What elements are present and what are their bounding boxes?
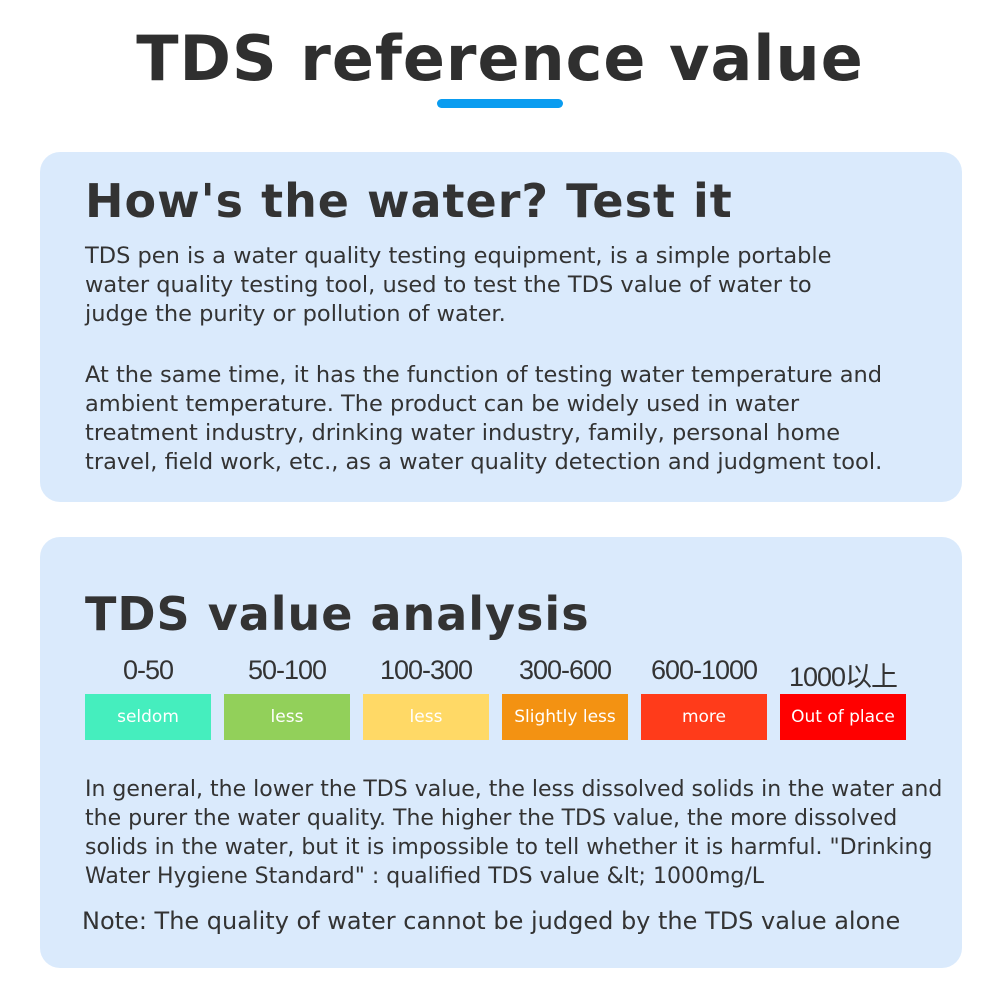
intro-heading: How's the water? Test it — [85, 174, 733, 228]
scale-level-box: more — [641, 694, 767, 740]
analysis-heading: TDS value analysis — [85, 587, 590, 641]
scale-level-box: less — [224, 694, 350, 740]
scale-range: 600-1000 — [650, 655, 758, 685]
scale-range: 1000以上 — [788, 662, 898, 692]
scale-range: 0-50 — [122, 655, 174, 685]
scale-level-box: Slightly less — [502, 694, 628, 740]
scale-level-box: seldom — [85, 694, 211, 740]
intro-paragraph-1: TDS pen is a water quality testing equip… — [85, 243, 832, 327]
title-underline — [437, 99, 563, 108]
scale-level-box: Out of place — [780, 694, 906, 740]
scale-range: 100-300 — [379, 655, 473, 685]
scale-level-box: less — [363, 694, 489, 740]
note-text: Note: The quality of water cannot be jud… — [82, 907, 901, 935]
page-title: TDS reference value — [136, 22, 864, 95]
intro-paragraph-2: At the same time, it has the function of… — [85, 362, 883, 475]
analysis-card: TDS value analysis 0-50 seldom 50-100 less 1… — [40, 537, 962, 968]
scale-range: 50-100 — [247, 655, 327, 685]
scale-range: 300-600 — [518, 655, 612, 685]
analysis-paragraph: In general, the lower the TDS value, the… — [85, 777, 943, 889]
intro-card: How's the water? Test it TDS pen is a wa… — [40, 152, 962, 502]
